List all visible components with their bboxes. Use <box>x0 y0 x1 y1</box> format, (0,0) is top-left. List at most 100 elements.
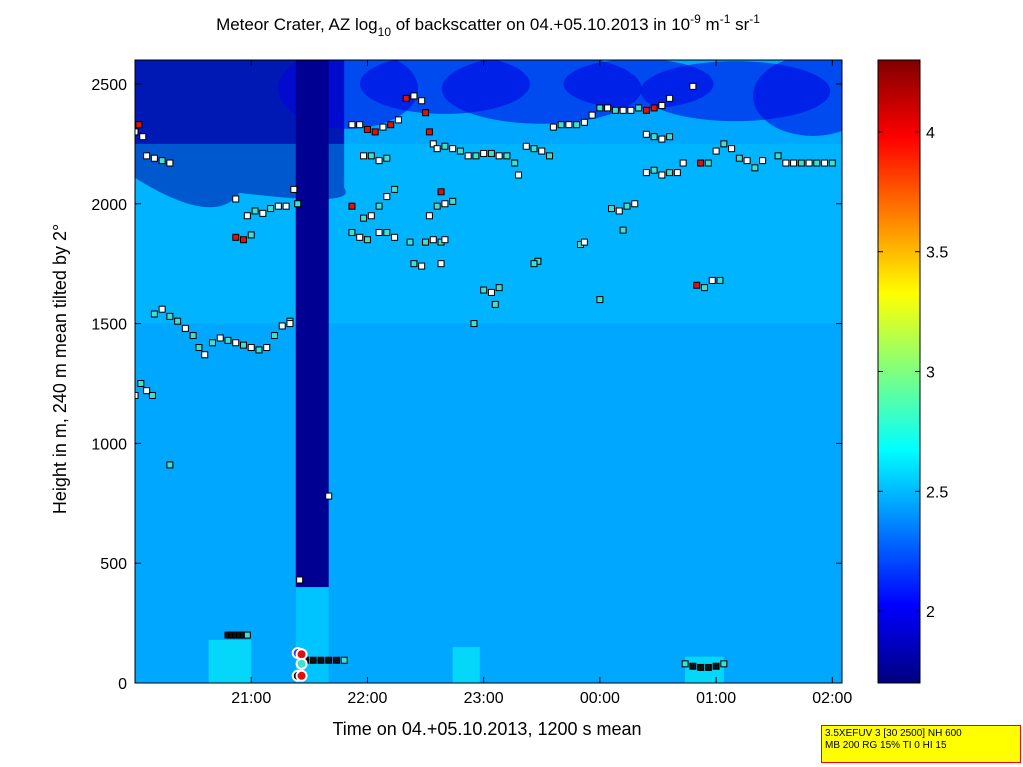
y-tick-label: 500 <box>100 556 127 573</box>
layer-marker <box>472 152 480 160</box>
layer-marker <box>425 128 433 136</box>
x-tick-label: 02:00 <box>812 690 852 707</box>
layer-marker <box>666 94 674 102</box>
layer-marker <box>565 121 573 129</box>
layer-marker <box>491 300 499 308</box>
x-tick-label: 21:00 <box>231 690 271 707</box>
layer-marker <box>790 159 798 167</box>
layer-marker <box>530 145 538 153</box>
y-tick-label: 0 <box>118 676 127 693</box>
layer-marker <box>487 149 495 157</box>
layer-marker <box>348 202 356 210</box>
layer-marker <box>728 145 736 153</box>
y-axis-label: Height in m, 240 m mean tilted by 2° <box>50 224 70 514</box>
layer-marker <box>189 332 197 340</box>
layer-marker <box>511 159 519 167</box>
layer-marker <box>383 193 391 201</box>
surface-marker <box>704 663 712 671</box>
layer-marker <box>255 346 263 354</box>
layer-marker <box>201 351 209 359</box>
layer-marker <box>367 152 375 160</box>
layer-marker <box>247 231 255 239</box>
layer-marker <box>580 238 588 246</box>
layer-marker <box>166 159 174 167</box>
plot-frame <box>134 59 843 684</box>
surface-marker <box>317 656 325 664</box>
layer-marker <box>251 207 259 215</box>
surface-patch <box>208 639 252 683</box>
layer-marker <box>150 310 158 318</box>
layer-marker <box>263 344 271 352</box>
layer-marker <box>480 149 488 157</box>
layer-marker <box>700 284 708 292</box>
layer-marker <box>433 145 441 153</box>
layer-marker <box>391 233 399 241</box>
layer-marker <box>588 111 596 119</box>
layer-marker <box>410 260 418 268</box>
layer-marker <box>774 152 782 160</box>
surface-marker <box>689 662 697 670</box>
layer-marker <box>487 288 495 296</box>
layer-marker <box>375 157 383 165</box>
colorbar-tick-label: 3 <box>926 365 935 382</box>
surface-marker <box>712 662 720 670</box>
layer-marker <box>433 202 441 210</box>
layer-marker <box>470 320 478 328</box>
info-box: 3.5XEFUV 3 [30 2500] NH 600 MB 200 RG 15… <box>821 725 1021 763</box>
layer-marker <box>596 104 604 112</box>
layer-marker <box>232 233 240 241</box>
layer-marker <box>449 145 457 153</box>
layer-marker <box>782 159 790 167</box>
layer-marker <box>627 106 635 114</box>
layer-marker <box>387 121 395 129</box>
layer-marker <box>239 341 247 349</box>
layer-marker <box>216 334 224 342</box>
layer-marker <box>441 236 449 244</box>
colorbar-tick-label: 4 <box>926 125 935 142</box>
surface-marker <box>720 660 728 668</box>
colorbar-tick-label: 2.5 <box>926 484 948 501</box>
layer-marker <box>673 169 681 177</box>
layer-marker <box>441 200 449 208</box>
y-tick-label: 2500 <box>91 77 127 94</box>
layer-marker <box>383 229 391 237</box>
x-axis-ticks: 21:00 22:00 23:00 00:00 01:00 02:00 <box>231 60 852 707</box>
layer-marker <box>174 317 182 325</box>
layer-marker <box>712 147 720 155</box>
layer-marker <box>813 159 821 167</box>
y-tick-label: 1500 <box>91 317 127 334</box>
layer-marker <box>371 128 379 136</box>
layer-marker <box>642 106 650 114</box>
layer-marker <box>619 106 627 114</box>
layer-marker <box>367 212 375 220</box>
layer-marker <box>135 128 139 136</box>
layer-marker <box>604 104 612 112</box>
layer-marker <box>406 238 414 246</box>
layer-marker <box>456 147 464 155</box>
layer-marker <box>410 92 418 100</box>
colorbar-tick-label: 2 <box>926 604 935 621</box>
layer-marker <box>208 339 216 347</box>
y-tick-label: 2000 <box>91 197 127 214</box>
info-box-line2: MB 200 RG 15% TI 0 HI 15 <box>825 740 947 751</box>
layer-marker <box>267 205 275 213</box>
dark-column <box>295 60 329 588</box>
layer-marker <box>181 324 189 332</box>
layer-marker <box>425 212 433 220</box>
layer-marker <box>150 154 158 162</box>
layer-marker <box>743 157 751 165</box>
layer-marker <box>821 159 829 167</box>
layer-marker <box>158 157 166 165</box>
layer-marker <box>360 214 368 222</box>
layer-marker <box>642 169 650 177</box>
layer-marker <box>375 229 383 237</box>
layer-marker <box>137 379 145 387</box>
layer-marker <box>243 212 251 220</box>
layer-marker <box>557 121 565 129</box>
layer-marker <box>224 336 232 344</box>
layer-marker <box>650 133 658 141</box>
surface-patch <box>452 647 480 683</box>
layer-marker <box>666 169 674 177</box>
layer-marker <box>464 152 472 160</box>
dark-blotch <box>752 60 842 136</box>
